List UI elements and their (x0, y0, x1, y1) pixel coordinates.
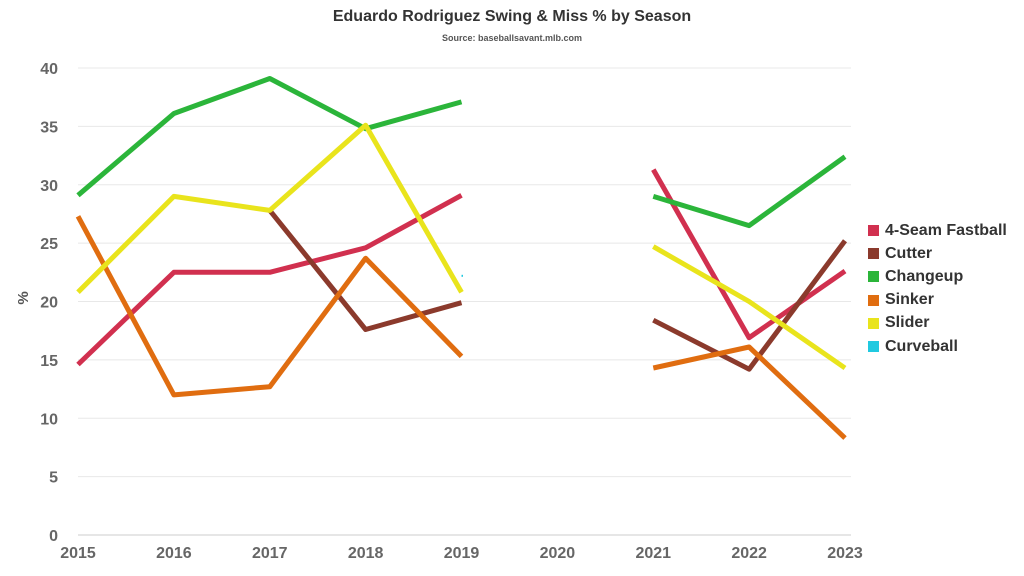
x-tick-label: 2015 (60, 545, 96, 562)
series-slider (76, 122, 847, 371)
chart-title: Eduardo Rodriguez Swing & Miss % by Seas… (332, 8, 692, 25)
legend: 4-Seam Fastball Cutter Changeup Sinker Slide… (868, 219, 1007, 358)
x-tick-label: 2022 (731, 545, 767, 562)
legend-swatch (868, 248, 879, 260)
y-tick-label: 20 (40, 295, 58, 312)
series-line (76, 122, 464, 294)
y-tick-label: 5 (49, 470, 58, 487)
chart-subtitle: Source: baseballsavant.mlb.com (441, 33, 583, 43)
y-tick-label: 10 (40, 411, 58, 428)
legend-swatch (868, 271, 879, 283)
legend-item[interactable]: Cutter (868, 242, 1007, 265)
legend-item[interactable]: Changeup (868, 265, 1007, 288)
legend-item[interactable]: 4-Seam Fastball (868, 219, 1007, 242)
x-tick-label: 2021 (635, 545, 671, 562)
legend-item[interactable]: Sinker (868, 289, 1007, 312)
series-line (652, 244, 847, 371)
legend-label: 4-Seam Fastball (885, 221, 1007, 239)
legend-label: Cutter (885, 244, 933, 262)
legend-label: Sinker (885, 291, 934, 309)
series-line (652, 344, 847, 440)
legend-swatch (868, 317, 879, 329)
y-tick-label: 40 (40, 61, 58, 78)
legend-label: Slider (885, 314, 930, 332)
series-line (267, 208, 463, 332)
legend-swatch (868, 294, 879, 306)
series-line (652, 239, 848, 372)
x-tick-label: 2018 (348, 545, 384, 562)
x-tick-label: 2023 (827, 545, 863, 562)
y-tick-label: 25 (40, 236, 58, 253)
series-cutter (267, 208, 848, 372)
y-tick-label: 35 (40, 119, 58, 136)
y-tick-label: 15 (40, 353, 58, 370)
legend-label: Changeup (885, 267, 964, 285)
legend-item[interactable]: Curveball (868, 335, 1007, 358)
series-line (651, 168, 847, 341)
series-line (76, 193, 463, 367)
y-axis-label: % (15, 291, 32, 304)
x-tick-label: 2017 (252, 545, 288, 562)
x-tick-label: 2019 (444, 545, 480, 562)
series-line (75, 215, 464, 398)
series-changeup (76, 76, 847, 229)
legend-item[interactable]: Slider (868, 312, 1007, 335)
legend-swatch (868, 225, 879, 237)
y-tick-label: 30 (40, 178, 58, 195)
series-4-seam-fastball (76, 168, 847, 367)
x-tick-label: 2016 (156, 545, 192, 562)
legend-label: Curveball (885, 337, 958, 355)
series-sinker (75, 215, 847, 440)
legend-swatch (868, 341, 879, 353)
x-tick-label: 2020 (540, 545, 576, 562)
y-tick-label: 0 (49, 528, 58, 545)
series-line (76, 76, 463, 198)
series-line (652, 154, 847, 229)
